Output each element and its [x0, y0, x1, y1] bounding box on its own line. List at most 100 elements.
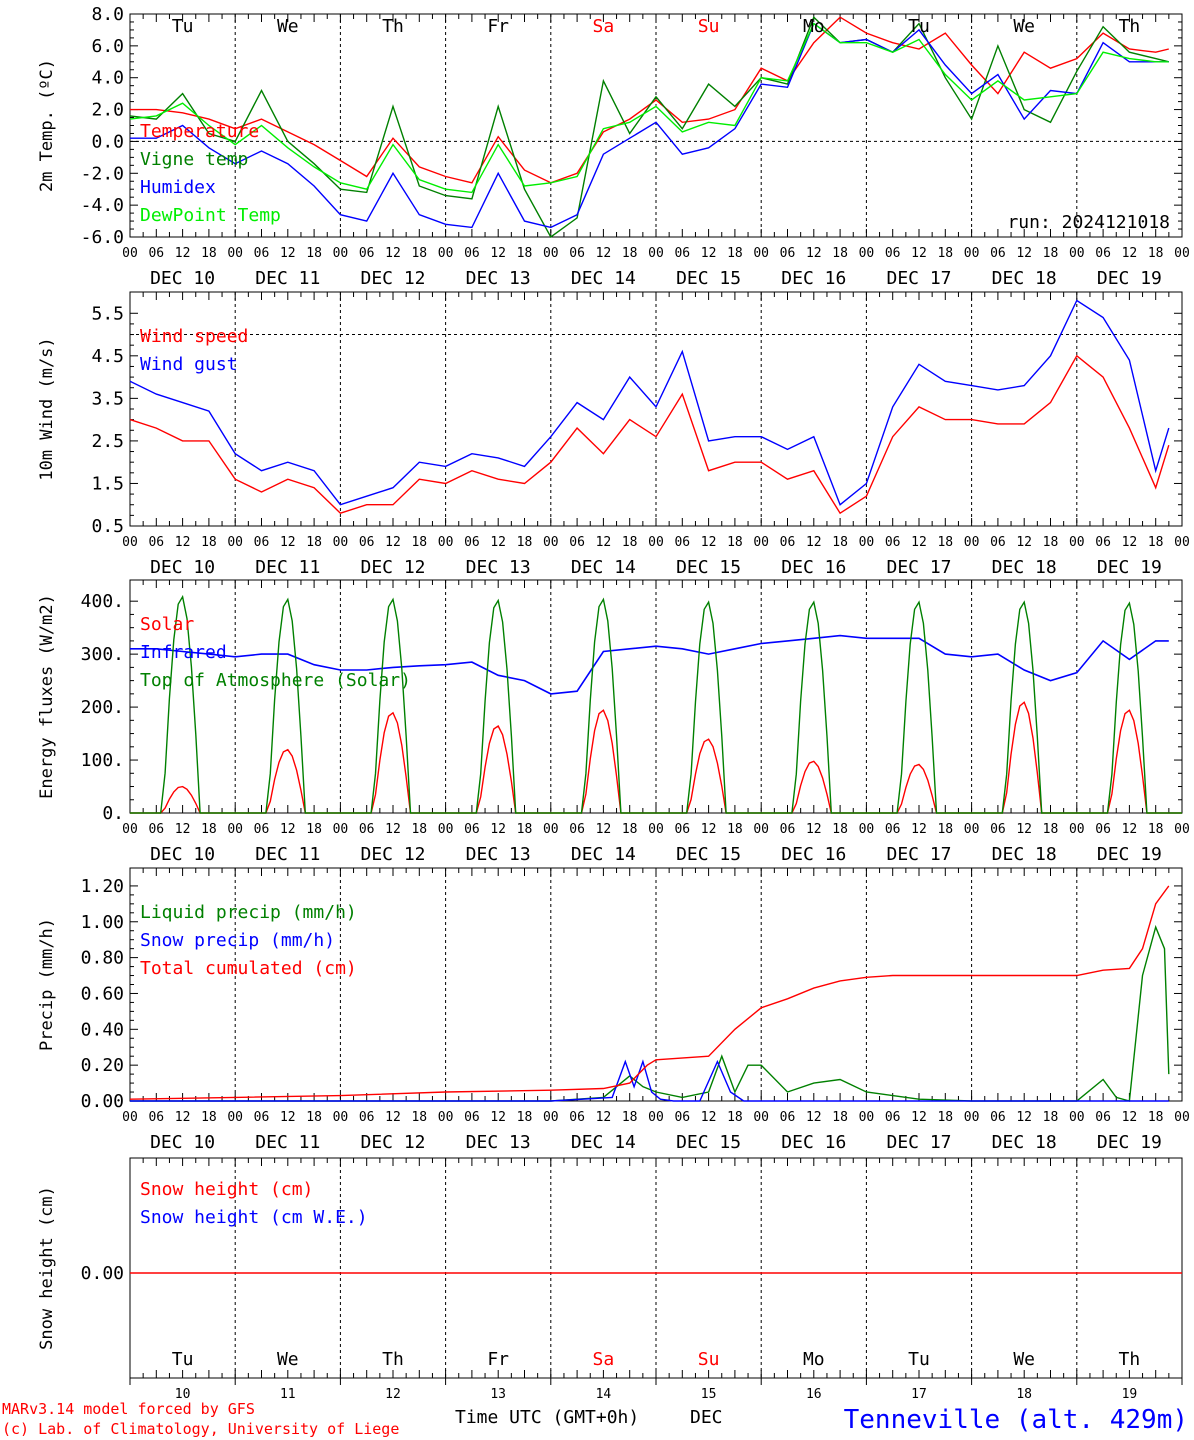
hour-tick-label: 18 [306, 246, 322, 261]
hour-tick-label: 12 [911, 822, 927, 837]
date-label: DEC 11 [255, 844, 320, 865]
hour-tick-label: 18 [1148, 535, 1164, 550]
hour-tick-label: 06 [780, 246, 796, 261]
series-line-dewpoint-temp [129, 22, 1169, 194]
hour-tick-label: 00 [859, 535, 875, 550]
hour-tick-label: 18 [517, 1110, 533, 1125]
series-line-total-cumulated-cm- [129, 885, 1170, 1100]
hour-tick-label: 12 [596, 1110, 612, 1125]
day-number-label: 10 [175, 1387, 191, 1402]
date-label: DEC 10 [150, 268, 215, 289]
y-axis-title: Energy fluxes (W/m2) [37, 594, 57, 799]
hour-tick-label: 18 [937, 822, 953, 837]
hour-tick-label: 12 [701, 1110, 717, 1125]
hour-tick-label: 00 [543, 1110, 559, 1125]
hour-tick-label: 06 [885, 822, 901, 837]
hour-tick-label: 12 [701, 246, 717, 261]
hour-tick-label: 00 [648, 822, 664, 837]
y-tick-label: 100. [81, 750, 124, 771]
hour-tick-label: 18 [411, 535, 427, 550]
date-label: DEC 18 [992, 557, 1057, 578]
hour-tick-label: 00 [859, 1110, 875, 1125]
hour-tick-label: 00 [964, 535, 980, 550]
date-label: DEC 16 [781, 268, 846, 289]
series-line-top-of-atmosphere-solar- [130, 594, 1182, 814]
hour-tick-label: 06 [990, 1110, 1006, 1125]
hour-tick-label: 00 [333, 535, 349, 550]
hour-tick-label: 00 [859, 246, 875, 261]
hour-tick-label: 18 [727, 822, 743, 837]
date-label: DEC 10 [150, 844, 215, 865]
hour-tick-label: 12 [280, 1110, 296, 1125]
hour-tick-label: 18 [727, 1110, 743, 1125]
y-tick-label: 0.0 [91, 131, 124, 152]
hour-tick-label: 18 [201, 535, 217, 550]
hour-tick-label: 12 [490, 822, 506, 837]
hour-tick-label: 06 [254, 822, 270, 837]
weekday-label: Mo [803, 1349, 825, 1370]
hour-tick-label: 12 [1016, 246, 1032, 261]
y-tick-label: 1.00 [81, 912, 124, 933]
weekday-label: Th [382, 1349, 404, 1370]
hour-tick-label: 12 [701, 822, 717, 837]
legend-entry: Liquid precip (mm/h) [140, 902, 357, 923]
weekday-label: Tu [908, 16, 930, 37]
hour-tick-label: 06 [359, 1110, 375, 1125]
hour-tick-label: 12 [1122, 246, 1138, 261]
date-label: DEC 17 [886, 268, 951, 289]
hour-tick-label: 12 [1122, 822, 1138, 837]
series-line-liquid-precip-mm-h- [130, 924, 1170, 1102]
weekday-label: Sa [593, 1349, 615, 1370]
hour-tick-label: 00 [333, 822, 349, 837]
hour-tick-label: 12 [1016, 535, 1032, 550]
weekday-label: Su [698, 16, 720, 37]
hour-tick-label: 18 [937, 246, 953, 261]
hour-tick-label: 12 [911, 246, 927, 261]
legend-entry: Snow height (cm W.E.) [140, 1207, 368, 1228]
hour-tick-label: 18 [306, 535, 322, 550]
hour-tick-label: 06 [359, 246, 375, 261]
hour-tick-label: 12 [490, 1110, 506, 1125]
date-label: DEC 19 [1097, 268, 1162, 289]
hour-tick-label: 06 [780, 1110, 796, 1125]
hour-tick-label: 06 [780, 535, 796, 550]
hour-tick-label: 00 [1174, 822, 1190, 837]
series-line-wind-gust [129, 299, 1170, 506]
hour-tick-label: 12 [911, 535, 927, 550]
day-number-label: 15 [701, 1387, 717, 1402]
hour-tick-label: 12 [1122, 1110, 1138, 1125]
hour-tick-label: 18 [201, 822, 217, 837]
y-tick-label: 0.00 [81, 1091, 124, 1112]
series-line-snow-precip-mm-h- [130, 1059, 1169, 1102]
legend-entry: Solar [140, 614, 194, 635]
hour-tick-label: 06 [780, 822, 796, 837]
date-label: DEC 16 [781, 844, 846, 865]
day-number-label: 19 [1122, 1387, 1138, 1402]
hour-tick-label: 00 [1069, 1110, 1085, 1125]
date-label: DEC 13 [466, 1132, 531, 1153]
y-tick-label: 4.0 [91, 68, 124, 89]
hour-tick-label: 06 [254, 246, 270, 261]
hour-tick-label: 00 [227, 822, 243, 837]
date-label: DEC 10 [150, 1132, 215, 1153]
hour-tick-label: 18 [411, 1110, 427, 1125]
legend-entry: Humidex [140, 177, 216, 198]
hour-tick-label: 00 [648, 246, 664, 261]
date-label: DEC 13 [466, 844, 531, 865]
weekday-label: Fr [487, 16, 509, 37]
weekday-label: We [277, 1349, 299, 1370]
hour-tick-label: 06 [148, 1110, 164, 1125]
hour-tick-label: 18 [201, 1110, 217, 1125]
hour-tick-label: 18 [937, 1110, 953, 1125]
hour-tick-label: 12 [490, 246, 506, 261]
credit-line-2: (c) Lab. of Climatology, University of L… [2, 1420, 399, 1438]
day-number-label: 14 [596, 1387, 612, 1402]
series-line-temperature [130, 16, 1169, 184]
hour-tick-label: 12 [385, 535, 401, 550]
weekday-label: Mo [803, 16, 825, 37]
date-label: DEC 17 [886, 1132, 951, 1153]
x-axis-month: DEC [690, 1407, 723, 1428]
weekday-label: Tu [908, 1349, 930, 1370]
hour-tick-label: 00 [333, 246, 349, 261]
